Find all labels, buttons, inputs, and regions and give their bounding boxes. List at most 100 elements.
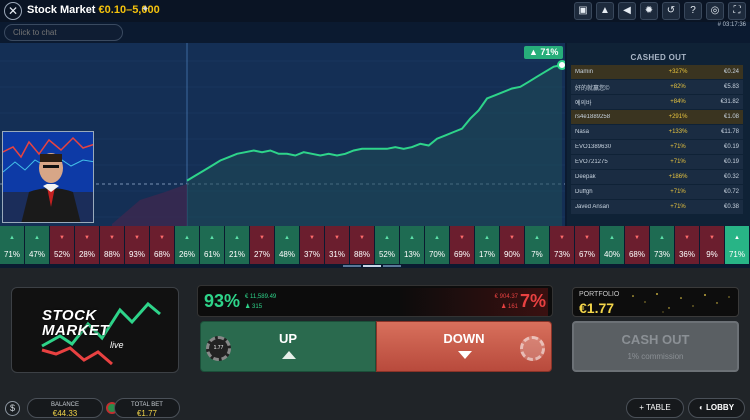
down-arrow-icon: ▼: [509, 235, 515, 241]
up-arrow-icon: ▲: [609, 235, 615, 241]
lobby-button-label: LOBBY: [706, 403, 735, 412]
player-amount: €5.83: [723, 84, 739, 90]
fullscreen-icon[interactable]: ⛶: [728, 2, 746, 20]
history-value: 27%: [253, 250, 270, 259]
down-arrow-icon: ▼: [634, 235, 640, 241]
cashed-out-row: Duffgh +71% €0.72: [571, 185, 743, 199]
pre-round-area: [112, 184, 187, 226]
history-value: 28%: [78, 250, 95, 259]
warning-icon[interactable]: ▲: [596, 2, 614, 20]
down-count-value: 161: [507, 304, 518, 310]
cashed-out-panel: CASHED OUT Mamin +327% €0.24 好的就赢您© +82% €5.8…: [567, 43, 750, 226]
chat-input[interactable]: [4, 24, 123, 41]
game-name: Stock Market: [27, 4, 96, 16]
round-clock: # 03:17:36: [717, 22, 746, 28]
history-cell: ▲ 71%: [725, 226, 750, 264]
player-amount: €31.82: [720, 99, 739, 105]
balance-display: BALANCE €44.33: [27, 398, 103, 418]
bet-split-bar: 93% € 11,589.49 ♟ 315 € 904.37 ♟ 161 7%: [197, 285, 553, 317]
history-value: 9%: [706, 250, 718, 259]
history-value: 48%: [278, 250, 295, 259]
history-icon[interactable]: ↺: [662, 2, 680, 20]
history-cell: ▼ 67%: [575, 226, 600, 264]
headset-icon[interactable]: ◎: [706, 2, 724, 20]
up-arrow-icon: ▲: [484, 235, 490, 241]
logo-graphic: [41, 301, 161, 366]
split-gradient: [398, 288, 548, 316]
player-name: 예의바: [575, 100, 592, 107]
player-amount: €11.78: [721, 129, 739, 135]
up-arrow-icon: ▲: [384, 235, 390, 241]
pin-icon[interactable]: ✦: [141, 4, 150, 15]
history-value: 67%: [578, 250, 595, 259]
cashed-out-row: Deepak +186% €0.32: [571, 170, 743, 184]
commission-text: 1% commission: [627, 352, 684, 361]
up-arrow-icon: ▲: [434, 235, 440, 241]
volume-icon[interactable]: ◀: [618, 2, 636, 20]
close-icon[interactable]: ✕: [4, 2, 22, 20]
player-amount: €0.38: [723, 204, 739, 210]
history-value: 31%: [328, 250, 345, 259]
table-button-label: TABLE: [646, 403, 671, 412]
player-gain: +71%: [670, 189, 686, 195]
history-value: 93%: [128, 250, 145, 259]
down-arrow-icon: ▼: [109, 235, 115, 241]
cash-out-label: CASH OUT: [621, 332, 690, 347]
down-arrow-icon: ▼: [159, 235, 165, 241]
cashed-out-title: CASHED OUT: [630, 53, 687, 62]
history-value: 69%: [453, 250, 470, 259]
player-gain: +133%: [668, 129, 688, 135]
help-icon[interactable]: ?: [684, 2, 702, 20]
history-value: 73%: [653, 250, 670, 259]
history-value: 70%: [428, 250, 445, 259]
logo-live-text: live: [110, 340, 124, 350]
cashed-out-row: 好的就赢您© +82% €5.83: [571, 80, 743, 94]
current-price-point: [557, 60, 565, 70]
player-gain: +71%: [670, 159, 686, 165]
history-cell: ▲ 71%: [0, 226, 25, 264]
table-button[interactable]: + TABLE: [626, 398, 684, 418]
settings-icon[interactable]: ✹: [640, 2, 658, 20]
up-arrow-icon: ▲: [284, 235, 290, 241]
down-arrow-icon: ▼: [134, 235, 140, 241]
price-line: [186, 64, 563, 182]
history-value: 7%: [531, 250, 543, 259]
history-value: 37%: [303, 250, 320, 259]
history-value: 71%: [3, 250, 20, 259]
chat-bubbles-icon[interactable]: ▣: [574, 2, 592, 20]
up-player-count: ♟ 315: [245, 304, 263, 310]
history-scroll-indicator[interactable]: [343, 264, 403, 268]
up-arrow-icon: ▲: [34, 235, 40, 241]
player-amount: €0.24: [723, 69, 739, 75]
presenter-image: [3, 132, 93, 222]
presenter-video[interactable]: [2, 131, 94, 223]
dollar-icon[interactable]: $: [5, 401, 20, 416]
player-gain: +71%: [670, 204, 686, 210]
up-button[interactable]: 1.77 UP: [200, 321, 376, 372]
up-arrow-icon: ▲: [409, 235, 415, 241]
up-count-value: 315: [252, 304, 263, 310]
history-cell: ▲ 40%: [600, 226, 625, 264]
cashed-out-list: Mamin +327% €0.24 好的就赢您© +82% €5.83 예의바 +84% €31…: [571, 65, 743, 215]
player-name: EVO1389630: [575, 144, 612, 150]
down-button[interactable]: DOWN: [376, 321, 552, 372]
player-name: EVO721275: [575, 159, 608, 165]
history-cell: ▼ 52%: [50, 226, 75, 264]
top-bar: ✕ Stock Market €0.10–5,000 ✦ ▣ ▲ ◀ ✹ ↺ ?…: [0, 0, 750, 22]
lobby-button[interactable]: ◐ LOBBY: [688, 398, 745, 418]
history-value: 52%: [378, 250, 395, 259]
history-value: 26%: [178, 250, 195, 259]
logo-line-2: MARKET: [42, 322, 110, 339]
history-value: 90%: [503, 250, 520, 259]
down-arrow-icon: ▼: [684, 235, 690, 241]
up-arrow-icon: ▲: [734, 235, 740, 241]
player-amount: €0.32: [723, 174, 739, 180]
down-arrow-icon: ▼: [709, 235, 715, 241]
player-gain: +82%: [670, 84, 686, 90]
down-total-amount: € 904.37: [494, 294, 518, 300]
balance-label: BALANCE: [50, 402, 79, 408]
history-cell: ▼ 9%: [700, 226, 725, 264]
history-cell: ▲ 73%: [650, 226, 675, 264]
history-value: 88%: [353, 250, 370, 259]
cash-out-button[interactable]: CASH OUT 1% commission: [572, 321, 739, 372]
